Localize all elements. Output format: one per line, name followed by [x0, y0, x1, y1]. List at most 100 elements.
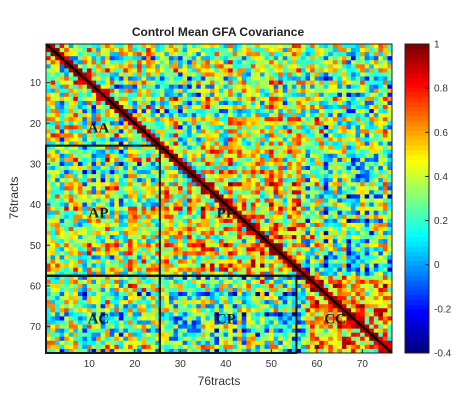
- heatmap-cell: [118, 80, 124, 86]
- heatmap-cell: [373, 104, 379, 110]
- heatmap-cell: [96, 231, 102, 236]
- heatmap-cell: [173, 214, 179, 220]
- heatmap-cell: [250, 48, 256, 53]
- heatmap-cell: [178, 121, 183, 126]
- heatmap-cell: [96, 251, 102, 256]
- heatmap-cell: [109, 235, 115, 240]
- heatmap-cell: [164, 170, 170, 175]
- heatmap-cell: [200, 178, 206, 183]
- heatmap-cell: [100, 231, 106, 236]
- heatmap-cell: [291, 48, 297, 53]
- heatmap-cell: [387, 44, 393, 49]
- heatmap-cell: [346, 279, 352, 285]
- heatmap-cell: [246, 56, 252, 61]
- heatmap-cell: [141, 100, 147, 106]
- heatmap-cell: [259, 300, 265, 305]
- heatmap-cell: [346, 170, 352, 175]
- heatmap-cell: [259, 92, 265, 98]
- heatmap-cell: [141, 96, 147, 102]
- heatmap-cell: [150, 104, 156, 110]
- heatmap-cell: [319, 52, 325, 57]
- heatmap-cell: [228, 308, 234, 313]
- heatmap-cell: [155, 96, 161, 102]
- heatmap-cell: [68, 109, 74, 114]
- heatmap-cell: [200, 287, 206, 293]
- heatmap-cell: [77, 60, 83, 65]
- heatmap-cell: [255, 56, 261, 61]
- heatmap-cell: [296, 292, 302, 297]
- heatmap-cell: [255, 218, 261, 224]
- heatmap-cell: [118, 202, 124, 208]
- heatmap-cell: [305, 137, 311, 142]
- heatmap-cell: [273, 80, 279, 86]
- heatmap-cell: [369, 194, 375, 199]
- heatmap-cell: [319, 206, 325, 212]
- heatmap-cell: [241, 100, 247, 106]
- heatmap-cell: [118, 247, 124, 252]
- heatmap-cell: [168, 129, 174, 134]
- heatmap-cell: [127, 222, 133, 228]
- heatmap-cell: [237, 279, 243, 285]
- heatmap-cell: [68, 113, 74, 118]
- heatmap-cell: [259, 210, 265, 216]
- heatmap-cell: [123, 182, 129, 187]
- heatmap-cell: [159, 141, 165, 147]
- heatmap-cell: [91, 308, 97, 313]
- heatmap-cell: [278, 247, 284, 252]
- heatmap-cell: [259, 80, 265, 86]
- heatmap-cell: [209, 96, 215, 102]
- heatmap-cell: [259, 109, 265, 114]
- heatmap-cell: [191, 218, 197, 224]
- heatmap-cell: [127, 251, 133, 256]
- heatmap-cell: [127, 198, 133, 203]
- heatmap-cell: [355, 56, 361, 61]
- heatmap-cell: [287, 133, 293, 138]
- heatmap-cell: [364, 84, 370, 90]
- heatmap-cell: [200, 235, 206, 240]
- heatmap-cell: [109, 182, 115, 187]
- heatmap-cell: [237, 296, 243, 301]
- heatmap-cell: [91, 231, 97, 236]
- heatmap-cell: [332, 287, 338, 293]
- heatmap-cell: [232, 202, 238, 208]
- heatmap-cell: [387, 56, 393, 61]
- heatmap-cell: [232, 218, 238, 224]
- heatmap-cell: [146, 129, 152, 134]
- heatmap-cell: [319, 247, 325, 252]
- heatmap-cell: [196, 88, 202, 94]
- heatmap-cell: [355, 96, 361, 102]
- heatmap-cell: [178, 231, 183, 236]
- heatmap-cell: [219, 235, 224, 240]
- heatmap-cell: [237, 104, 243, 110]
- heatmap-cell: [250, 251, 256, 256]
- heatmap-cell: [150, 157, 156, 163]
- heatmap-cell: [223, 88, 229, 94]
- heatmap-cell: [159, 231, 165, 236]
- heatmap-cell: [164, 141, 170, 147]
- heatmap-cell: [223, 304, 229, 309]
- heatmap-cell: [132, 96, 138, 102]
- heatmap-cell: [287, 104, 293, 110]
- heatmap-cell: [373, 271, 379, 277]
- heatmap-cell: [123, 271, 129, 277]
- heatmap-cell: [137, 141, 142, 147]
- heatmap-cell: [159, 247, 165, 252]
- heatmap-cell: [369, 133, 375, 138]
- heatmap-cell: [237, 153, 243, 159]
- heatmap-cell: [351, 52, 356, 57]
- heatmap-cell: [328, 84, 334, 90]
- heatmap-cell: [355, 186, 361, 191]
- heatmap-cell: [77, 113, 83, 118]
- heatmap-cell: [200, 198, 206, 203]
- heatmap-cell: [127, 287, 133, 293]
- heatmap-cell: [328, 226, 334, 232]
- heatmap-cell: [155, 117, 161, 122]
- heatmap-cell: [319, 186, 325, 191]
- heatmap-cell: [150, 210, 156, 216]
- heatmap-cell: [323, 60, 329, 65]
- heatmap-cell: [159, 125, 165, 130]
- heatmap-cell: [341, 153, 347, 159]
- heatmap-cell: [46, 100, 51, 106]
- heatmap-cell: [168, 255, 174, 260]
- heatmap-cell: [332, 100, 338, 106]
